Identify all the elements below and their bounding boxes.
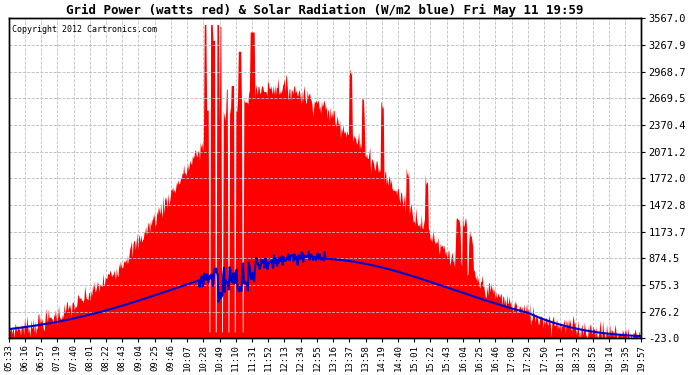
Title: Grid Power (watts red) & Solar Radiation (W/m2 blue) Fri May 11 19:59: Grid Power (watts red) & Solar Radiation… — [66, 4, 584, 17]
Text: Copyright 2012 Cartronics.com: Copyright 2012 Cartronics.com — [12, 25, 157, 34]
